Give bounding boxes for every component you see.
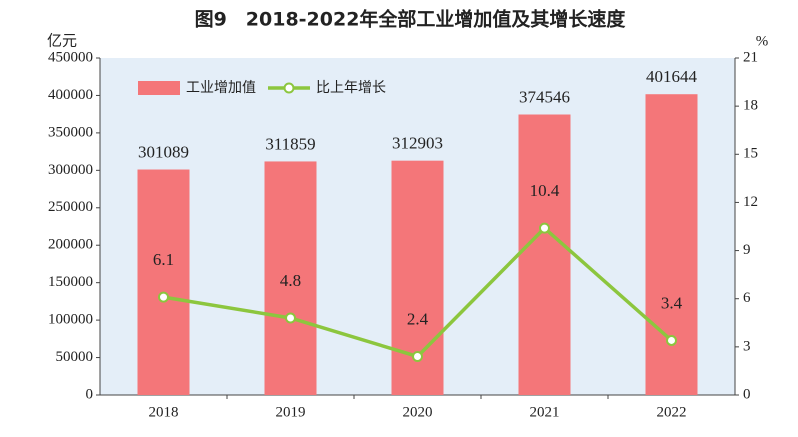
x-tick-label: 2019	[276, 404, 306, 420]
bar	[264, 161, 317, 395]
bar-value-label: 312903	[392, 134, 443, 153]
x-tick-label: 2020	[403, 404, 433, 420]
legend-swatch	[138, 81, 180, 95]
x-tick-label: 2022	[657, 404, 687, 420]
bar-value-label: 374546	[519, 87, 570, 106]
legend-label: 比上年增长	[316, 80, 386, 96]
y-tick-label: 200000	[48, 237, 93, 253]
y2-tick-label: 18	[743, 98, 758, 114]
line-value-label: 10.4	[530, 181, 560, 200]
legend-label: 工业增加值	[186, 80, 256, 96]
y-tick-label: 300000	[48, 162, 93, 178]
y-tick-label: 0	[86, 386, 94, 402]
line-marker	[412, 350, 423, 362]
bar-value-label: 311859	[265, 134, 315, 153]
legend-marker	[283, 82, 295, 94]
line-value-label: 6.1	[153, 250, 174, 269]
y-tick-label: 50000	[56, 349, 94, 365]
y2-tick-label: 12	[743, 194, 758, 210]
x-tick-label: 2018	[149, 404, 179, 420]
bar	[645, 94, 698, 396]
y-tick-label: 350000	[48, 124, 93, 140]
y-tick-label: 450000	[48, 49, 93, 65]
y-axis-label: 亿元	[47, 32, 77, 49]
y-tick-label: 400000	[48, 87, 93, 103]
line-marker	[285, 312, 296, 324]
bar	[137, 169, 190, 395]
y2-tick-label: 3	[743, 338, 751, 354]
y2-tick-label: 6	[743, 290, 751, 306]
x-tick-label: 2021	[530, 404, 560, 420]
y-tick-label: 150000	[48, 274, 93, 290]
y-tick-label: 100000	[48, 312, 93, 328]
line-value-label: 4.8	[280, 271, 301, 290]
y2-tick-label: 15	[743, 146, 758, 162]
line-marker	[158, 291, 169, 303]
y2-axis-label: %	[756, 33, 769, 49]
line-marker	[666, 334, 677, 346]
bar-value-label: 301089	[138, 142, 189, 161]
line-value-label: 2.4	[407, 309, 429, 328]
bar-value-label: 401644	[646, 67, 698, 86]
y2-tick-label: 9	[743, 242, 751, 258]
y-tick-label: 250000	[48, 199, 93, 215]
line-marker	[539, 222, 550, 234]
line-value-label: 3.4	[661, 293, 683, 312]
y2-tick-label: 0	[743, 386, 751, 402]
y2-tick-label: 21	[743, 49, 758, 65]
bar	[518, 114, 571, 396]
chart-title: 图9 2018-2022年全部工业增加值及其增长速度	[195, 8, 627, 31]
